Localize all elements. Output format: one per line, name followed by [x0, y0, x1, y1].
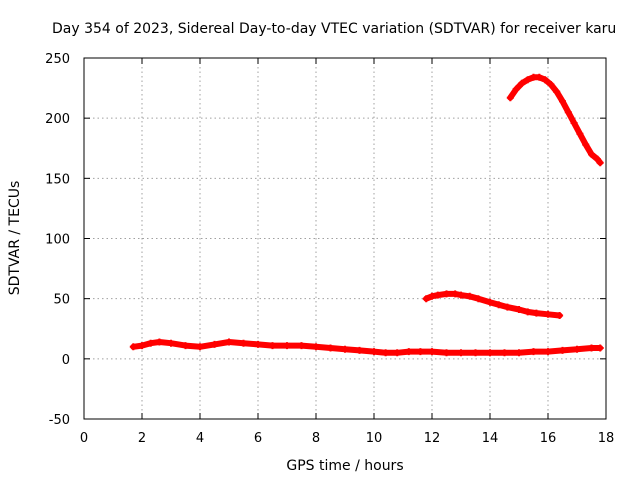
data-point — [544, 310, 552, 318]
data-point — [553, 88, 561, 96]
data-point — [443, 290, 450, 298]
data-point — [147, 339, 155, 347]
data-point — [582, 141, 590, 149]
chart-title: Day 354 of 2023, Sidereal Day-to-day VTE… — [52, 21, 616, 37]
data-point — [596, 344, 604, 352]
data-point — [370, 348, 378, 356]
data-point — [155, 338, 163, 346]
x-tick-label: 10 — [366, 431, 383, 446]
y-tick-label: 250 — [45, 52, 70, 67]
series-band — [507, 74, 604, 166]
x-tick-label: 12 — [424, 431, 441, 446]
data-point — [518, 79, 526, 87]
data-point — [593, 155, 601, 163]
series-band — [423, 290, 563, 319]
x-tick-label: 8 — [312, 431, 320, 446]
data-point — [341, 345, 349, 353]
data-point — [530, 348, 537, 356]
data-points — [129, 73, 604, 357]
data-point — [466, 292, 474, 300]
series-track-baseline — [129, 338, 604, 357]
axis-ticks — [83, 57, 607, 420]
data-point — [588, 150, 595, 158]
data-point — [428, 348, 436, 356]
data-point — [535, 73, 543, 81]
data-point — [501, 349, 508, 357]
x-tick-label: 16 — [540, 431, 557, 446]
data-point — [472, 349, 479, 357]
data-point — [559, 346, 566, 354]
x-tick-label: 14 — [482, 431, 499, 446]
data-point — [547, 81, 555, 88]
data-point — [451, 290, 459, 298]
data-point — [434, 291, 442, 299]
data-point — [138, 342, 146, 350]
grid — [84, 58, 606, 419]
y-tick-label: 200 — [45, 112, 70, 127]
x-axis-title: GPS time / hours — [286, 458, 403, 474]
data-point — [269, 342, 276, 350]
data-point — [588, 344, 595, 352]
series-track-evening — [506, 73, 604, 167]
data-point — [486, 349, 494, 357]
data-point — [129, 343, 137, 351]
data-point — [541, 76, 549, 84]
data-point — [576, 130, 584, 138]
data-point — [393, 349, 401, 357]
data-point — [405, 348, 413, 356]
data-point — [556, 312, 564, 319]
data-point — [327, 344, 334, 352]
data-point — [457, 291, 465, 299]
y-tick-label: 150 — [45, 172, 70, 187]
data-point — [422, 295, 430, 303]
data-point — [474, 295, 482, 303]
x-tick-label: 0 — [80, 431, 88, 446]
data-point — [298, 342, 305, 350]
y-tick-label: 100 — [45, 233, 70, 248]
x-tick-labels: 0 2 4 6 8 10 12 14 16 18 — [80, 431, 614, 446]
data-point — [596, 159, 604, 167]
data-point — [457, 349, 465, 357]
data-point — [515, 306, 523, 313]
data-point — [559, 97, 566, 105]
data-point — [564, 108, 572, 116]
x-tick-label: 2 — [138, 431, 146, 446]
data-point — [524, 308, 532, 316]
y-tick-label: 50 — [53, 293, 70, 308]
y-axis-title: SDTVAR / TECUs — [7, 181, 23, 296]
data-point — [506, 94, 514, 102]
data-point — [515, 349, 523, 357]
data-point — [573, 345, 581, 353]
data-point — [182, 342, 189, 350]
data-point — [196, 343, 204, 351]
data-point — [486, 298, 494, 306]
data-point — [428, 292, 436, 300]
x-tick-label: 6 — [254, 431, 262, 446]
y-tick-labels: -50 0 50 100 150 200 250 — [45, 52, 70, 428]
y-tick-label: -50 — [49, 413, 70, 428]
data-point — [211, 340, 218, 348]
data-point — [495, 301, 503, 309]
data-point — [443, 349, 450, 357]
data-point — [532, 309, 540, 317]
data-point — [312, 343, 320, 351]
data-point — [570, 119, 578, 127]
y-tick-label: 0 — [62, 353, 70, 368]
data-point — [225, 338, 233, 346]
data-point — [544, 348, 552, 356]
data-point — [524, 76, 532, 84]
data-point — [382, 349, 390, 357]
data-point — [167, 339, 175, 347]
x-tick-label: 18 — [598, 431, 615, 446]
data-point — [356, 346, 363, 354]
data-point — [416, 348, 424, 356]
series-track-midday — [422, 290, 564, 319]
data-point — [512, 85, 520, 93]
data-point — [240, 339, 247, 347]
data-point — [283, 342, 291, 350]
data-point — [503, 303, 511, 311]
x-tick-label: 4 — [196, 431, 204, 446]
data-point — [254, 340, 262, 348]
